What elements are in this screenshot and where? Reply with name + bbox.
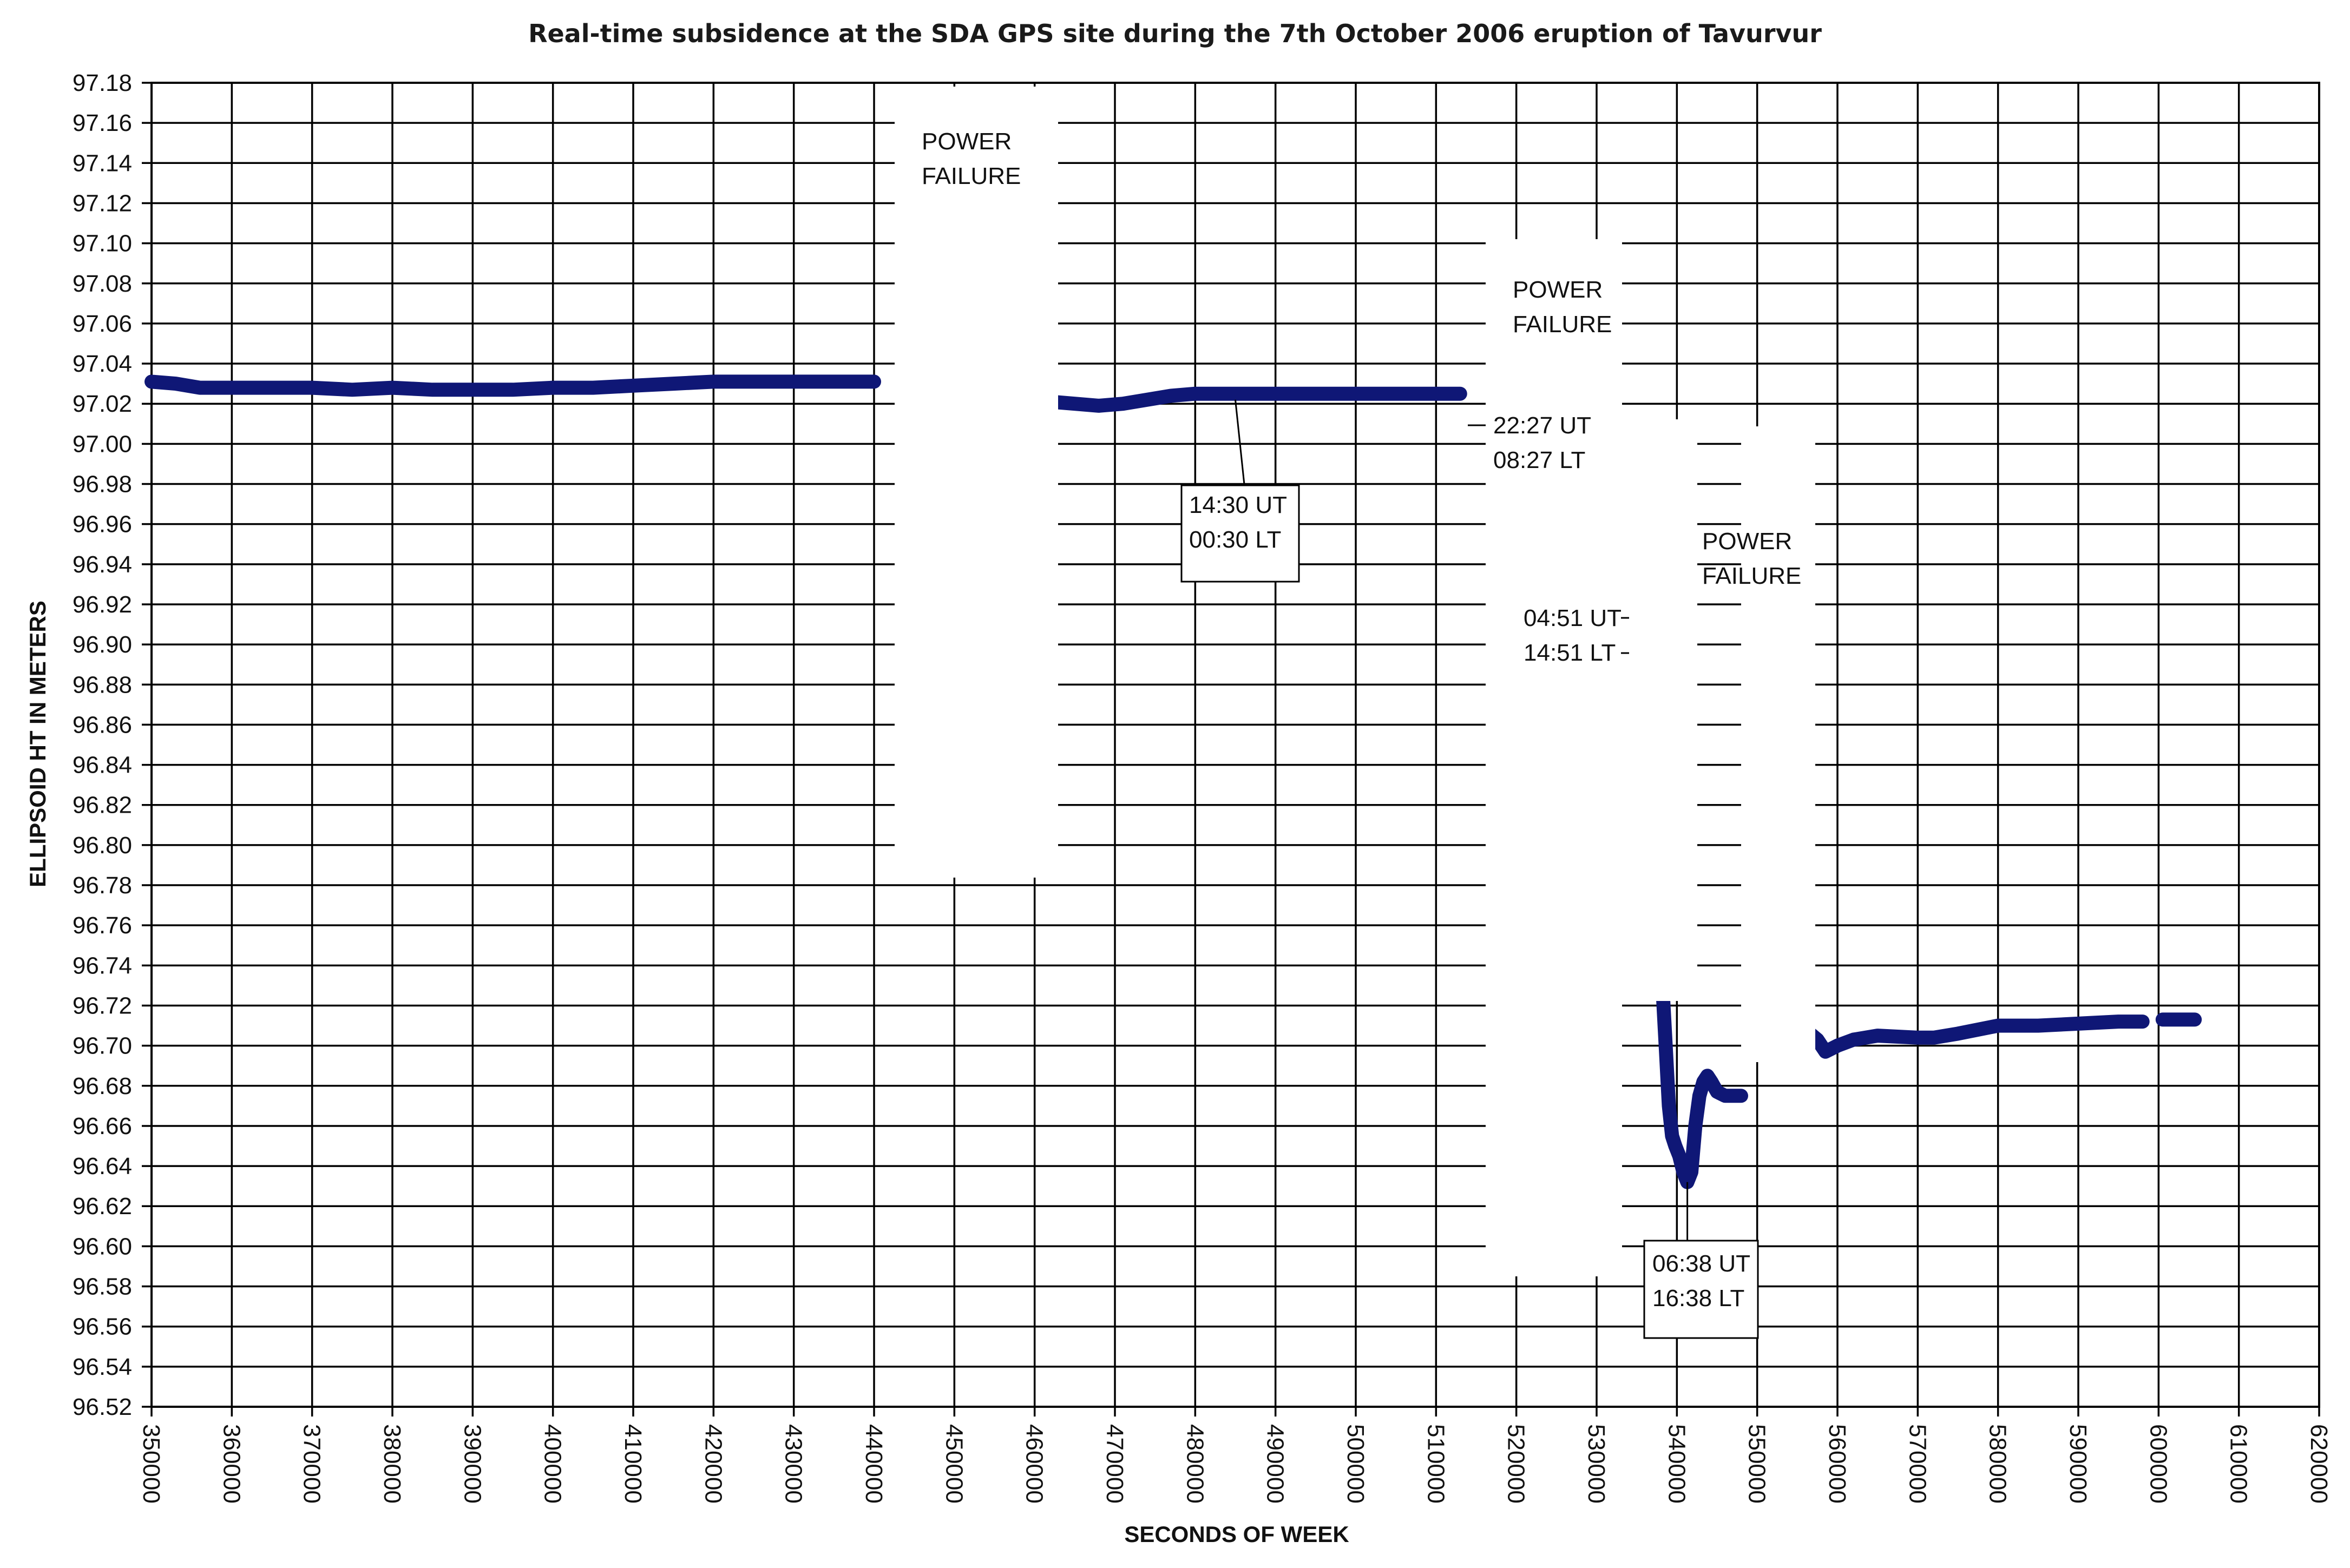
y-tick-label: 97.04 bbox=[73, 351, 132, 377]
x-tick-label: 450000 bbox=[941, 1424, 967, 1504]
x-tick-label: 550000 bbox=[1744, 1424, 1770, 1504]
y-tick-label: 96.86 bbox=[73, 711, 132, 738]
x-tick-label: 410000 bbox=[620, 1424, 646, 1504]
callout-box-1430 bbox=[1180, 484, 1300, 583]
y-tick-label: 96.84 bbox=[73, 752, 132, 779]
x-tick-label: 460000 bbox=[1021, 1424, 1048, 1504]
y-tick-label: 96.78 bbox=[73, 872, 132, 899]
y-tick-label: 96.88 bbox=[73, 671, 132, 698]
x-tick-label: 400000 bbox=[540, 1424, 566, 1504]
x-tick-label: 540000 bbox=[1663, 1424, 1690, 1504]
x-tick-label: 350000 bbox=[138, 1424, 165, 1504]
x-tick-label: 360000 bbox=[218, 1424, 245, 1504]
y-tick-label: 97.14 bbox=[73, 150, 132, 176]
gap-mask bbox=[1741, 426, 1815, 1062]
power-failure-3-line2: FAILURE bbox=[1702, 563, 1801, 589]
y-tick-label: 96.76 bbox=[73, 912, 132, 939]
callout-0638-line1: 06:38 UT bbox=[1652, 1250, 1750, 1277]
x-tick-label: 620000 bbox=[2306, 1424, 2332, 1504]
y-tick-label: 96.60 bbox=[73, 1233, 132, 1260]
gap-masks bbox=[895, 87, 1815, 1343]
power-failure-3-line1: POWER bbox=[1702, 528, 1792, 555]
x-tick-label: 520000 bbox=[1503, 1424, 1530, 1504]
x-axis-label: SECONDS OF WEEK bbox=[1124, 1521, 1349, 1547]
x-tick-label: 440000 bbox=[861, 1424, 887, 1504]
y-tick-label: 97.06 bbox=[73, 311, 132, 337]
leader-1430 bbox=[1235, 399, 1245, 487]
x-tick-label: 500000 bbox=[1342, 1424, 1369, 1504]
y-tick-label: 97.08 bbox=[73, 271, 132, 297]
y-tick-label: 96.96 bbox=[73, 511, 132, 538]
chart-title: Real-time subsidence at the SDA GPS site… bbox=[528, 19, 1822, 48]
x-tick-label: 580000 bbox=[1985, 1424, 2011, 1504]
callout-0451-line2: 14:51 LT bbox=[1524, 640, 1616, 666]
power-failure-1-line1: POWER bbox=[922, 128, 1012, 155]
x-tick-label: 610000 bbox=[2226, 1424, 2252, 1504]
callout-box-0638 bbox=[1643, 1240, 1759, 1339]
x-tick-label: 480000 bbox=[1181, 1424, 1208, 1504]
annotations: POWER FAILURE POWER FAILURE POWER FAILURE 14:3… bbox=[922, 128, 1801, 1339]
callout-1430-line2: 00:30 LT bbox=[1189, 526, 1281, 553]
series-segment bbox=[1043, 386, 1467, 413]
y-tick-label: 96.56 bbox=[73, 1314, 132, 1340]
plot-border bbox=[150, 82, 2320, 1408]
y-tick-label: 97.18 bbox=[73, 70, 132, 96]
y-tick-label: 96.94 bbox=[73, 551, 132, 578]
y-tick-label: 96.68 bbox=[73, 1073, 132, 1099]
grid bbox=[142, 82, 2320, 1417]
callout-2227-line2: 08:27 LT bbox=[1493, 447, 1585, 473]
callout-0451-line1: 04:51 UT bbox=[1524, 605, 1622, 631]
x-tick-label: 510000 bbox=[1422, 1424, 1449, 1504]
y-tick-label: 96.98 bbox=[73, 471, 132, 498]
y-tick-label: 96.72 bbox=[73, 992, 132, 1019]
callout-2227-line1: 22:27 UT bbox=[1493, 412, 1591, 439]
y-tick-label: 96.66 bbox=[73, 1113, 132, 1139]
callout-1430-line1: 14:30 UT bbox=[1189, 492, 1287, 518]
y-tick-label: 96.70 bbox=[73, 1033, 132, 1059]
x-tick-label: 560000 bbox=[1824, 1424, 1850, 1504]
y-tick-label: 96.90 bbox=[73, 631, 132, 658]
y-tick-label: 96.92 bbox=[73, 591, 132, 618]
x-tick-label: 470000 bbox=[1101, 1424, 1128, 1504]
gap-mask bbox=[895, 87, 1058, 878]
gap-mask bbox=[1620, 419, 1697, 1001]
power-failure-2-line2: FAILURE bbox=[1513, 311, 1612, 338]
power-failure-2-line1: POWER bbox=[1513, 276, 1603, 303]
series-segment bbox=[1770, 1012, 2150, 1059]
x-tick-label: 370000 bbox=[299, 1424, 325, 1504]
y-tick-label: 96.62 bbox=[73, 1193, 132, 1220]
x-tick-label: 380000 bbox=[379, 1424, 405, 1504]
y-tick-label: 96.80 bbox=[73, 832, 132, 859]
y-tick-label: 97.10 bbox=[73, 230, 132, 257]
x-tick-label: 420000 bbox=[700, 1424, 726, 1504]
axis-ticks: 97.18 97.16 97.14 97.12 97.10 97.08 97.06 97.04… bbox=[73, 70, 2332, 1504]
callout-0638-line2: 16:38 LT bbox=[1652, 1285, 1744, 1312]
y-tick-label: 96.54 bbox=[73, 1354, 132, 1380]
x-tick-label: 590000 bbox=[2065, 1424, 2091, 1504]
y-tick-label: 97.00 bbox=[73, 431, 132, 457]
y-tick-label: 96.74 bbox=[73, 952, 132, 979]
y-tick-label: 97.16 bbox=[73, 110, 132, 136]
gap-mask bbox=[1486, 239, 1622, 1276]
x-tick-label: 530000 bbox=[1583, 1424, 1610, 1504]
x-tick-label: 490000 bbox=[1262, 1424, 1289, 1504]
series-subsidence bbox=[145, 374, 2202, 1189]
y-tick-label: 96.64 bbox=[73, 1153, 132, 1180]
x-tick-label: 390000 bbox=[459, 1424, 485, 1504]
y-tick-label: 97.02 bbox=[73, 391, 132, 417]
power-failure-1-line2: FAILURE bbox=[922, 163, 1021, 189]
x-tick-label: 600000 bbox=[2145, 1424, 2171, 1504]
y-tick-label: 96.82 bbox=[73, 792, 132, 819]
x-tick-label: 570000 bbox=[1904, 1424, 1931, 1504]
y-tick-label: 96.52 bbox=[73, 1394, 132, 1420]
x-tick-label: 430000 bbox=[780, 1424, 807, 1504]
y-axis-label: ELLIPSOID HT IN METERS bbox=[25, 601, 50, 887]
series-segment bbox=[145, 374, 881, 397]
y-tick-label: 97.12 bbox=[73, 190, 132, 216]
y-tick-label: 96.58 bbox=[73, 1274, 132, 1300]
